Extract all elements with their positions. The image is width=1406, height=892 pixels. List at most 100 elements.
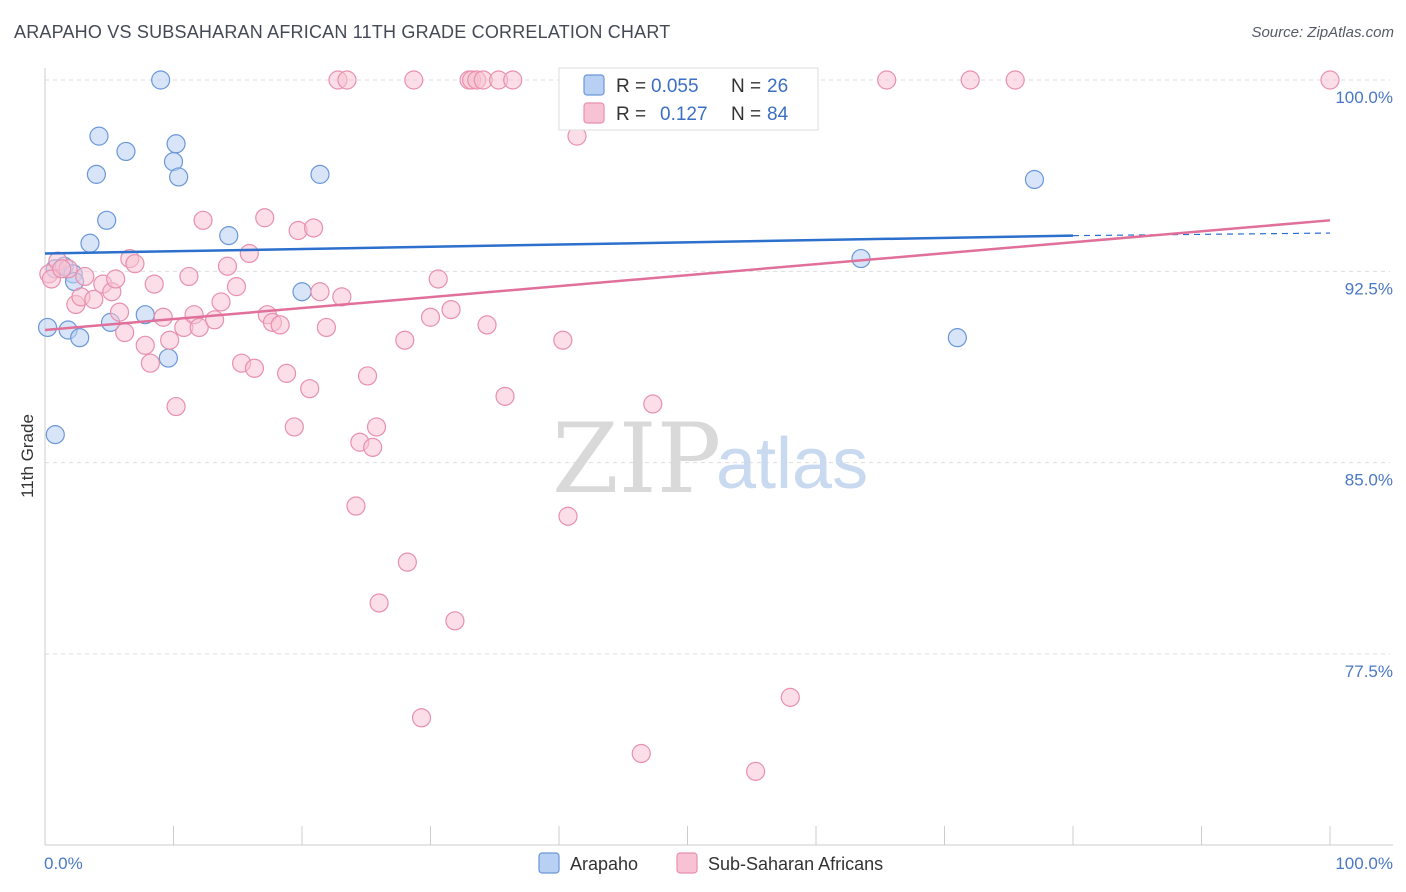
source-credit: Source: ZipAtlas.com	[1251, 24, 1394, 41]
subsaharan-point	[109, 302, 130, 322]
subsaharan-point	[420, 307, 441, 327]
subsaharan-point	[1005, 70, 1025, 90]
legend-n-value: 26	[767, 76, 788, 97]
subsaharan-point	[211, 292, 231, 312]
legend-n-value: 84	[767, 104, 789, 125]
y-tick-labels: 77.5% 85.0% 92.5% 100.0%	[1335, 88, 1393, 681]
subsaharan-point	[135, 335, 155, 355]
arapaho-trend-line	[44, 234, 1074, 255]
trend-lines	[44, 219, 1331, 332]
subsaharan-point	[226, 277, 247, 297]
arapaho-trend-extension	[1072, 232, 1331, 237]
subsaharan-point	[255, 208, 275, 228]
arapaho-point	[151, 70, 171, 90]
subsaharan-point	[106, 269, 126, 289]
subsaharan-point	[441, 300, 461, 320]
subsaharan-point	[346, 496, 366, 516]
legend-n-label: N =	[731, 104, 761, 125]
y-tick-label: 92.5%	[1345, 279, 1393, 298]
subsaharan-point	[300, 379, 320, 399]
subsaharan-point	[239, 243, 259, 264]
subsaharan-point	[643, 394, 663, 414]
subsaharan-point	[877, 70, 897, 90]
x-tick-labels: 0.0% 100.0%	[44, 854, 1393, 873]
subsaharan-point	[428, 269, 448, 289]
arapaho-point	[45, 425, 65, 445]
arapaho-point	[158, 348, 178, 368]
series-legend-swatch-arapaho	[538, 852, 560, 874]
arapaho-point	[89, 126, 109, 146]
subsaharan-point	[115, 322, 135, 343]
subsaharan-points	[39, 70, 1340, 781]
y-tick-label: 85.0%	[1345, 471, 1393, 490]
subsaharan-point	[189, 317, 209, 338]
arapaho-point	[947, 328, 967, 348]
subsaharan-point	[477, 315, 497, 335]
subsaharan-point	[193, 210, 213, 230]
legend-r-label: R =	[616, 76, 646, 97]
subsaharan-point	[270, 315, 290, 335]
legend-swatch-subsaharan	[583, 102, 605, 124]
subsaharan-point	[397, 552, 417, 572]
subsaharan-point	[84, 289, 104, 309]
arapaho-point	[292, 282, 312, 302]
legend-r-value: 0.055	[651, 76, 699, 97]
arapaho-point	[1024, 169, 1045, 190]
series-legend-arapaho: Arapaho	[570, 854, 638, 874]
subsaharan-point	[52, 259, 72, 279]
arapaho-point	[86, 164, 107, 184]
y-tick-label: 77.5%	[1345, 662, 1393, 681]
subsaharan-point	[363, 437, 383, 457]
subsaharan-trend-line	[44, 219, 1331, 332]
chart-title: ARAPAHO VS SUBSAHARAN AFRICAN 11TH GRADE…	[14, 22, 671, 42]
subsaharan-point	[411, 708, 432, 728]
subsaharan-point	[395, 330, 415, 350]
subsaharan-point	[310, 282, 330, 302]
subsaharan-point	[244, 358, 265, 378]
arapaho-point	[166, 134, 186, 154]
subsaharan-point	[166, 396, 186, 417]
arapaho-point	[70, 328, 90, 348]
subsaharan-point	[1320, 70, 1340, 90]
subsaharan-point	[553, 330, 573, 350]
subsaharan-point	[558, 506, 578, 526]
arapaho-point	[219, 226, 239, 246]
series-legend-subsaharan: Sub-Saharan Africans	[708, 854, 883, 874]
subsaharan-point	[960, 70, 980, 90]
y-axis-label: 11th Grade	[18, 414, 37, 498]
subsaharan-point	[631, 743, 651, 764]
x-tick-label: 0.0%	[44, 854, 83, 873]
subsaharan-point	[144, 274, 164, 294]
legend-n-label: N =	[731, 76, 761, 97]
legend-swatch-arapaho	[583, 74, 605, 96]
series-legend: Arapaho Sub-Saharan Africans	[538, 852, 883, 874]
subsaharan-point	[217, 256, 238, 276]
subsaharan-point	[780, 687, 800, 707]
subsaharan-point	[495, 386, 515, 406]
subsaharan-point	[179, 266, 199, 287]
arapaho-point	[80, 233, 100, 253]
arapaho-point	[116, 141, 136, 162]
series-legend-swatch-subsaharan	[676, 852, 698, 874]
x-tick-label: 100.0%	[1335, 854, 1393, 873]
grid-lines	[45, 79, 1390, 655]
correlation-legend: R = 0.055 N = 26 R = 0.127 N = 84	[558, 67, 819, 131]
subsaharan-point	[369, 593, 389, 613]
legend-r-value: 0.127	[660, 104, 708, 125]
subsaharan-point	[75, 266, 95, 287]
subsaharan-point	[284, 417, 304, 437]
subsaharan-point	[404, 70, 424, 90]
arapaho-point	[37, 317, 58, 338]
subsaharan-point	[153, 307, 173, 327]
axes	[44, 68, 1393, 846]
arapaho-point	[310, 164, 330, 184]
watermark-atlas: atlas	[716, 424, 868, 504]
subsaharan-point	[160, 330, 180, 350]
arapaho-point	[169, 167, 189, 187]
legend-r-label: R =	[616, 104, 646, 125]
arapaho-point	[97, 210, 117, 230]
subsaharan-point	[357, 366, 378, 386]
y-tick-label: 100.0%	[1335, 88, 1393, 107]
subsaharan-point	[205, 310, 225, 330]
